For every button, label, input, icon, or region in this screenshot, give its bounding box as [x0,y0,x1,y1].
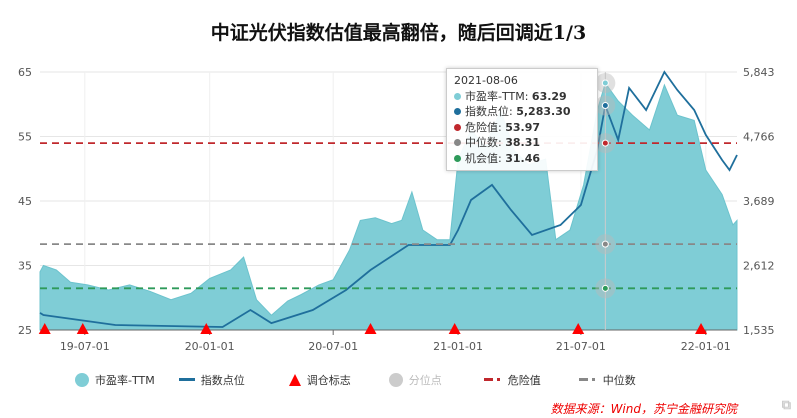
rebalance-marker [76,323,89,334]
x-tick-label: 20-01-01 [185,340,235,353]
rebalance-marker [448,323,461,334]
tooltip-label: 市盈率-TTM: [465,89,529,103]
x-tick-label: 21-01-01 [433,340,483,353]
y-left-tick-label: 35 [18,260,32,273]
legend-label: 指数点位 [200,374,245,387]
tooltip-row: 机会值: 31.46 [454,151,590,167]
rebalance-marker [695,323,708,334]
y-right-tick-label: 5,843 [743,66,775,79]
legend-label: 分位点 [408,374,442,387]
y-right-tick-label: 1,535 [743,324,775,337]
legend-label: 调仓标志 [306,374,351,387]
tooltip-label: 中位数: [465,136,502,149]
tooltip-value: 38.31 [505,136,541,149]
legend: 市盈率-TTM 指数点位 调仓标志 分位点 危险值 中位数 [75,372,660,388]
rebalance-marker [200,323,213,334]
legend-dot-icon [454,154,461,162]
legend-rebalance[interactable]: 调仓标志 [288,372,351,388]
tooltip-row: 危险值: 53.97 [454,120,590,136]
y-left-tick-label: 55 [18,131,32,144]
tooltip: 2021-08-06 市盈率-TTM: 63.29 指数点位: 5,283.30 危… [446,68,598,171]
pe-area [39,81,738,331]
index-line [39,70,738,328]
data-source: 数据来源：Wind，苏宁金融研究院 [550,402,737,416]
tooltip-label: 危险值: [465,120,502,134]
legend-dot-icon [454,92,461,100]
legend-label: 中位数 [602,374,636,387]
legend-dot-icon [454,123,461,131]
legend-dot-icon [454,139,461,146]
x-tick-label: 20-07-01 [308,340,358,353]
tooltip-row: 市盈率-TTM: 63.29 [454,89,590,105]
legend-pe[interactable]: 市盈率-TTM [75,372,155,388]
legend-label: 市盈率-TTM [95,374,155,387]
y-right-tick-label: 3,689 [743,195,775,208]
tooltip-value: 53.97 [505,120,541,134]
legend-danger[interactable]: 危险值 [483,372,541,388]
y-left-tick-label: 45 [18,195,32,208]
hover-point [601,284,609,292]
tooltip-value: 31.46 [505,151,541,165]
hover-point [601,79,609,87]
y-left-tick-label: 25 [18,324,32,337]
tooltip-row: 中位数: 38.31 [454,135,590,151]
x-tick-label: 22-01-01 [681,340,731,353]
rebalance-marker [572,323,585,334]
legend-median[interactable]: 中位数 [578,372,636,388]
legend-label: 危险值 [507,374,541,387]
y-right-tick-label: 2,612 [743,260,775,273]
tooltip-value: 63.29 [531,89,567,103]
y-left-tick-label: 65 [18,66,32,79]
rebalance-marker [364,323,377,334]
legend-dot-icon [454,108,461,115]
hover-point [601,102,609,110]
x-tick-label: 21-07-01 [556,340,606,353]
x-tick-label: 19-07-01 [60,340,110,353]
rebalance-marker [38,323,51,334]
legend-percentile[interactable]: 分位点 [388,372,442,388]
tooltip-value: 5,283.30 [516,105,571,118]
chart-title: 中证光伏指数估值最高翻倍，随后回调近1/3 [210,22,587,44]
y-right-tick-label: 4,766 [743,131,775,144]
hover-point [601,240,609,248]
tooltip-label: 机会值: [465,151,502,165]
tooltip-row: 指数点位: 5,283.30 [454,104,590,120]
tooltip-label: 指数点位: [465,105,513,118]
tooltip-date: 2021-08-06 [454,74,518,87]
watermark-logo: ⧉ [781,398,791,413]
legend-index[interactable]: 指数点位 [178,372,245,388]
hover-point [601,139,609,147]
